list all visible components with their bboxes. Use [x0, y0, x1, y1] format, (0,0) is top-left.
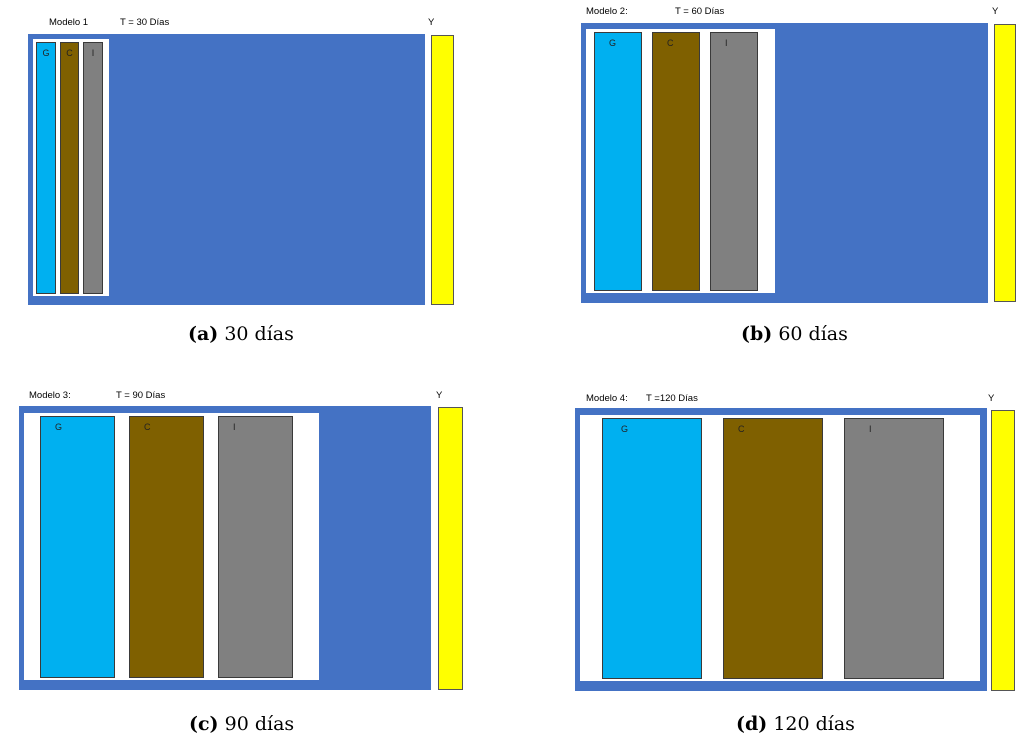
caption: (d) 120 días — [736, 713, 855, 735]
caption-text: 30 días — [224, 323, 294, 345]
bar-i-label: I — [233, 422, 236, 432]
bar-y — [431, 35, 454, 305]
bar-i-label: I — [869, 424, 872, 434]
time-label: T = 30 Días — [120, 17, 170, 28]
bar-i-label: I — [91, 48, 95, 58]
caption: (b) 60 días — [741, 323, 848, 345]
bar-i: I — [844, 418, 944, 679]
caption-tag: (a) — [188, 323, 219, 345]
model-label: Modelo 2: — [586, 6, 628, 17]
time-label: T = 90 Días — [116, 390, 166, 401]
bar-c: C — [129, 416, 204, 678]
bar-g-label: G — [55, 422, 63, 432]
bar-i-label: I — [725, 38, 728, 48]
time-label: T =120 Días — [646, 393, 698, 404]
caption-tag: (d) — [736, 713, 768, 735]
model-label: Modelo 3: — [29, 390, 71, 401]
bar-i: I — [83, 42, 103, 294]
bar-c-label: C — [66, 48, 73, 58]
bar-i: I — [218, 416, 293, 678]
caption-tag: (b) — [741, 323, 773, 345]
bar-g-label: G — [609, 38, 617, 48]
bar-g-label: G — [42, 48, 50, 58]
caption-tag: (c) — [189, 713, 219, 735]
bar-c-label: C — [738, 424, 745, 434]
bar-g: G — [594, 32, 642, 291]
model-label: Modelo 1 — [49, 17, 89, 28]
caption-text: 60 días — [778, 323, 848, 345]
bar-c-label: C — [667, 38, 674, 48]
bar-c-label: C — [144, 422, 151, 432]
bar-y — [438, 407, 463, 690]
y-label: Y — [988, 393, 995, 404]
model-label: Modelo 4: — [586, 393, 628, 404]
caption: (a) 30 días — [188, 323, 294, 345]
y-label: Y — [428, 17, 435, 28]
bar-y — [991, 410, 1015, 691]
y-label: Y — [436, 390, 443, 401]
bar-c: C — [723, 418, 823, 679]
bar-g: G — [40, 416, 115, 678]
bar-y — [994, 24, 1016, 302]
bar-g: G — [36, 42, 56, 294]
y-label: Y — [992, 6, 999, 17]
caption-text: 120 días — [773, 713, 855, 735]
bar-g-label: G — [621, 424, 629, 434]
bar-c: C — [652, 32, 700, 291]
caption: (c) 90 días — [189, 713, 294, 735]
bar-i: I — [710, 32, 758, 291]
bar-g: G — [602, 418, 702, 679]
time-label: T = 60 Días — [675, 6, 725, 17]
caption-text: 90 días — [224, 713, 295, 735]
bar-c: C — [60, 42, 79, 294]
